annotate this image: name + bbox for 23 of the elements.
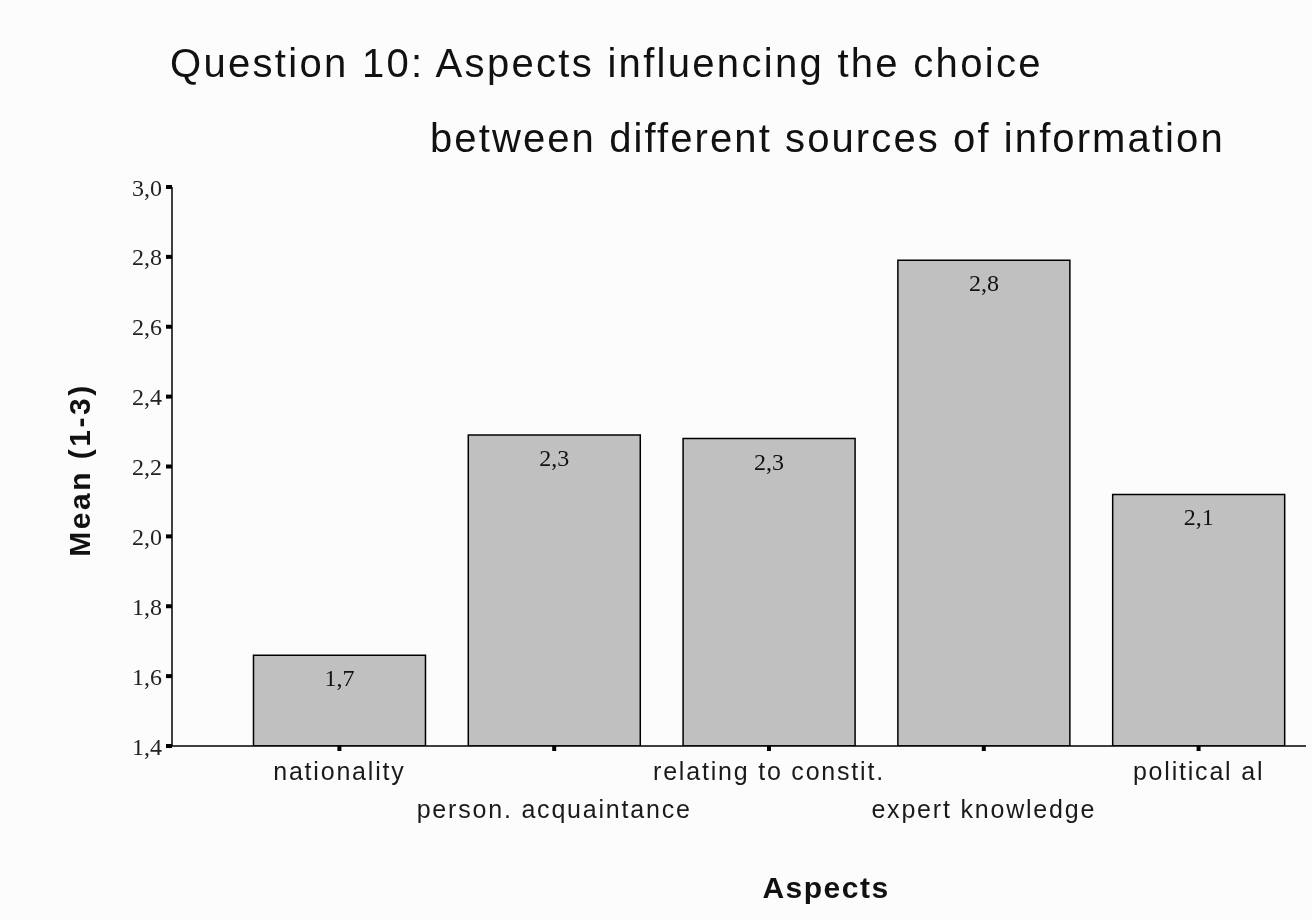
x-tick-label: nationality bbox=[273, 757, 406, 785]
x-axis-title: Aspects bbox=[762, 871, 890, 905]
data-label: 2,1 bbox=[1183, 504, 1214, 531]
y-tick-label: 2,0 bbox=[132, 523, 162, 550]
data-label: 1,7 bbox=[324, 665, 355, 692]
y-axis-title: Mean (1-3) bbox=[63, 383, 97, 557]
x-tick-label: expert knowledge bbox=[871, 795, 1097, 823]
y-tick-label: 3,0 bbox=[132, 174, 162, 201]
chart-title: Question 10: Aspects influencing the choice bbox=[170, 40, 1043, 86]
y-tick-label: 2,8 bbox=[132, 244, 162, 271]
data-label: 2,8 bbox=[968, 270, 999, 297]
x-tick-label: relating to constit. bbox=[653, 757, 885, 785]
y-tick-label: 1,4 bbox=[132, 733, 162, 760]
y-tick-label: 2,4 bbox=[132, 384, 162, 411]
x-tick-label: political al bbox=[1132, 757, 1265, 785]
y-tick-label: 2,6 bbox=[132, 314, 162, 341]
chart-subtitle: between different sources of information bbox=[430, 115, 1225, 161]
data-label: 2,3 bbox=[754, 448, 785, 475]
y-tick-label: 1,6 bbox=[132, 663, 162, 690]
data-label: 2,3 bbox=[539, 445, 570, 472]
y-tick-label: 1,8 bbox=[132, 593, 162, 620]
x-tick-label: person. acquaintance bbox=[416, 795, 692, 823]
y-tick-label: 2,2 bbox=[132, 454, 162, 481]
